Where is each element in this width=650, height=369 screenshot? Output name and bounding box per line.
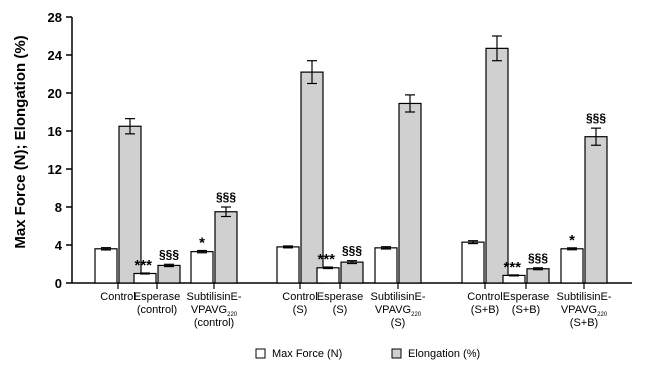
y-tick-label: 0 bbox=[55, 276, 62, 291]
x-tick-label: (S) bbox=[293, 304, 308, 316]
x-tick-label-text: Esperase bbox=[503, 291, 549, 303]
x-tick-label-text: VPAVG bbox=[561, 304, 597, 316]
x-tick-label-text: (S+B) bbox=[570, 317, 598, 329]
y-axis-label: Max Force (N); Elongation (%) bbox=[12, 35, 29, 248]
x-tick-label-text: (S) bbox=[293, 304, 308, 316]
y-tick-label: 16 bbox=[48, 124, 62, 139]
x-tick-label-text: (S) bbox=[333, 304, 348, 316]
x-tick-label: (S+B) bbox=[512, 304, 540, 316]
bar-elongation bbox=[485, 47, 509, 284]
y-tick-label: 24 bbox=[48, 48, 63, 63]
x-tick-label: (control) bbox=[194, 317, 234, 329]
significance-mark: *** bbox=[503, 259, 521, 276]
y-tick-label: 8 bbox=[55, 200, 62, 215]
significance-mark: §§§ bbox=[159, 247, 179, 261]
x-tick-label-subscript: 220 bbox=[411, 312, 422, 318]
bar-elongation bbox=[398, 102, 422, 284]
bar-elongation bbox=[584, 136, 608, 284]
y-axis-ticks: 0 4 8 12 16 20 24 28 bbox=[48, 10, 72, 291]
x-tick-label-text: (S+B) bbox=[471, 304, 499, 316]
x-axis-labels: ControlEsperase(control)SubtilisinE-VPAV… bbox=[100, 283, 612, 329]
x-tick-label-subscript: 220 bbox=[597, 312, 608, 318]
legend-swatch-elongation bbox=[391, 348, 402, 359]
x-tick-label: (S) bbox=[333, 304, 348, 316]
x-tick-label-text: (S) bbox=[391, 317, 406, 329]
bar-elongation bbox=[214, 211, 238, 284]
x-tick-label: VPAVG220 bbox=[375, 304, 422, 318]
y-tick-label: 28 bbox=[48, 10, 62, 25]
bars-layer: *** §§§ * §§§ *** §§§ *** §§§ * §§§ bbox=[94, 35, 608, 284]
significance-mark: §§§ bbox=[528, 251, 548, 265]
x-tick-label: SubtilisinE- bbox=[370, 291, 425, 303]
bar-max-force bbox=[316, 267, 340, 284]
x-tick-label-text: SubtilisinE- bbox=[186, 291, 241, 303]
bar-max-force bbox=[133, 272, 157, 284]
significance-mark: * bbox=[199, 235, 205, 252]
legend-label: Elongation (%) bbox=[408, 348, 480, 360]
x-tick-label: (control) bbox=[137, 304, 177, 316]
x-tick-label: Esperase bbox=[503, 291, 549, 303]
bar-elongation bbox=[340, 261, 364, 284]
x-tick-label-text: Control bbox=[282, 291, 317, 303]
bar-max-force bbox=[502, 274, 526, 284]
x-tick-label: VPAVG220 bbox=[561, 304, 608, 318]
bar-elongation bbox=[526, 268, 550, 284]
significance-mark: §§§ bbox=[586, 111, 606, 125]
x-tick-label-text: VPAVG bbox=[375, 304, 411, 316]
x-tick-label: VPAVG220 bbox=[191, 304, 238, 318]
significance-mark: §§§ bbox=[216, 190, 236, 204]
x-tick-label-text: SubtilisinE- bbox=[556, 291, 611, 303]
x-tick-label-text: (control) bbox=[194, 317, 234, 329]
x-tick-label-text: Control bbox=[100, 291, 135, 303]
significance-mark: §§§ bbox=[342, 244, 362, 258]
y-tick-label: 4 bbox=[55, 238, 63, 253]
x-tick-label-text: Esperase bbox=[317, 291, 363, 303]
x-tick-label: SubtilisinE- bbox=[186, 291, 241, 303]
x-tick-label: Control bbox=[467, 291, 502, 303]
x-tick-label: Control bbox=[282, 291, 317, 303]
x-tick-label: SubtilisinE- bbox=[556, 291, 611, 303]
bar-max-force bbox=[560, 248, 584, 284]
x-tick-label: (S) bbox=[391, 317, 406, 329]
x-tick-label: (S+B) bbox=[570, 317, 598, 329]
significance-mark: *** bbox=[317, 251, 335, 268]
x-tick-label-subscript: 220 bbox=[227, 312, 238, 318]
bar-max-force bbox=[374, 247, 398, 284]
legend-swatch-max-force bbox=[255, 348, 266, 359]
bar-elongation bbox=[157, 264, 181, 284]
bar-max-force bbox=[190, 251, 214, 284]
legend: Max Force (N) Elongation (%) bbox=[255, 348, 480, 360]
x-tick-label: Esperase bbox=[317, 291, 363, 303]
significance-mark: * bbox=[569, 232, 575, 249]
x-tick-label-text: Control bbox=[467, 291, 502, 303]
x-tick-label-text: (S+B) bbox=[512, 304, 540, 316]
bar-max-force bbox=[94, 248, 118, 284]
y-tick-label: 20 bbox=[48, 86, 62, 101]
y-tick-label: 12 bbox=[48, 162, 62, 177]
significance-mark: *** bbox=[134, 257, 152, 274]
x-tick-label: Control bbox=[100, 291, 135, 303]
x-tick-label-text: VPAVG bbox=[191, 304, 227, 316]
x-tick-label-text: SubtilisinE- bbox=[370, 291, 425, 303]
x-tick-label: (S+B) bbox=[471, 304, 499, 316]
bar-max-force bbox=[276, 246, 300, 284]
legend-label: Max Force (N) bbox=[272, 348, 342, 360]
x-tick-label-text: Esperase bbox=[134, 291, 180, 303]
bar-max-force bbox=[461, 241, 485, 284]
x-tick-label: Esperase bbox=[134, 291, 180, 303]
x-tick-label-text: (control) bbox=[137, 304, 177, 316]
